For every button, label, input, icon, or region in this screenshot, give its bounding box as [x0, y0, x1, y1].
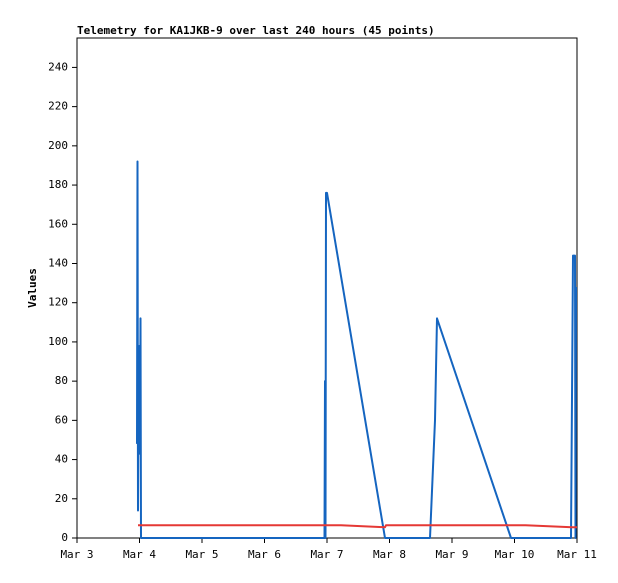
y-axis-label: Values — [26, 268, 39, 308]
x-tick-label: Mar 4 — [123, 548, 156, 561]
x-tick-label: Mar 5 — [185, 548, 218, 561]
y-tick-label: 200 — [48, 139, 68, 152]
series-line — [138, 524, 577, 529]
y-tick-label: 60 — [55, 413, 68, 426]
x-tick-label: Mar 7 — [310, 548, 343, 561]
y-tick-label: 20 — [55, 492, 68, 505]
y-tick-label: 0 — [61, 531, 68, 544]
y-tick-label: 140 — [48, 256, 68, 269]
y-tick-label: 120 — [48, 296, 68, 309]
y-tick-label: 100 — [48, 335, 68, 348]
y-tick-label: 180 — [48, 178, 68, 191]
y-tick-label: 240 — [48, 60, 68, 73]
y-tick-label: 220 — [48, 100, 68, 113]
x-tick-label: Mar 9 — [435, 548, 468, 561]
x-tick-label: Mar 6 — [248, 548, 281, 561]
x-tick-label: Mar 10 — [495, 548, 535, 561]
y-tick-label: 160 — [48, 217, 68, 230]
y-tick-label: 40 — [55, 453, 68, 466]
y-tick-label: 80 — [55, 374, 68, 387]
series-line — [136, 160, 577, 539]
x-tick-label: Mar 3 — [60, 548, 93, 561]
chart-title: Telemetry for KA1JKB-9 over last 240 hou… — [77, 24, 435, 37]
x-tick-label: Mar 8 — [373, 548, 406, 561]
x-tick-label: Mar 11 — [557, 548, 597, 561]
